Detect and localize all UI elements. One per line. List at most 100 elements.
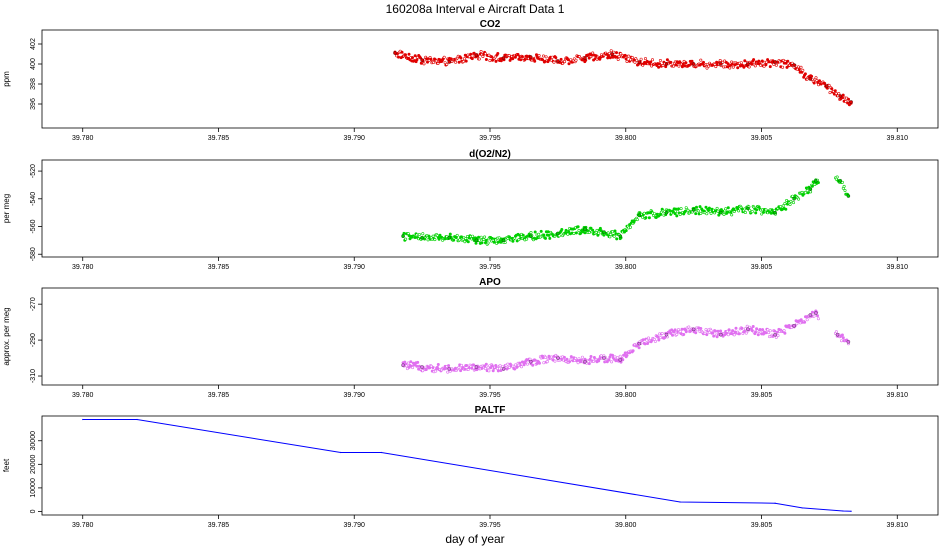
data-point: [637, 213, 642, 218]
scatter-point: [775, 330, 779, 334]
scatter-point: [433, 238, 437, 242]
data-point: [835, 332, 840, 337]
panel-title: APO: [479, 277, 501, 288]
scatter-point: [591, 228, 595, 232]
scatter-point: [752, 58, 756, 62]
scatter-point: [598, 357, 602, 361]
scatter-point: [678, 213, 682, 217]
data-point: [808, 187, 813, 191]
data-point: [664, 332, 669, 337]
data-point: [420, 235, 424, 240]
scatter-point: [799, 65, 803, 69]
scatter-point: [810, 310, 814, 314]
scatter-point: [633, 60, 637, 64]
scatter-point: [624, 229, 628, 233]
data-point: [691, 208, 696, 212]
scatter-point: [724, 207, 728, 211]
scatter-point: [846, 101, 850, 105]
scatter-point: [484, 57, 488, 61]
data-point: [746, 62, 750, 66]
plot-frame: [41, 159, 939, 258]
scatter-point: [699, 211, 703, 215]
scatter-point: [771, 334, 775, 338]
scatter-point: [553, 359, 557, 363]
scatter-point: [830, 87, 834, 91]
scatter-point: [459, 363, 463, 367]
scatter-point: [675, 332, 679, 336]
scatter-point: [606, 54, 610, 58]
panel-title: PALTF: [475, 405, 506, 416]
scatter-point: [704, 205, 708, 209]
scatter-point: [495, 366, 499, 370]
scatter-point: [680, 65, 684, 69]
scatter-point: [616, 57, 620, 61]
scatter-point: [676, 328, 680, 332]
data-point: [528, 359, 533, 364]
scatter-point: [701, 60, 705, 64]
y-tick-label: -580: [30, 247, 37, 261]
scatter-point: [750, 210, 754, 214]
scatter-point: [448, 232, 452, 236]
scatter-point: [801, 68, 805, 72]
scatter-point: [679, 207, 683, 211]
x-tick-label: 39.785: [208, 264, 230, 271]
scatter-point: [415, 364, 419, 368]
scatter-point: [437, 237, 441, 241]
scatter-point: [756, 333, 760, 337]
scatter-point: [637, 346, 641, 350]
scatter-point: [396, 55, 400, 59]
scatter-point: [447, 364, 451, 368]
y-tick-label: 30000: [30, 431, 37, 451]
scatter-point: [459, 369, 463, 373]
x-axis-label: day of year: [445, 532, 504, 546]
scatter-point: [477, 235, 481, 239]
scatter-point: [668, 209, 672, 213]
scatter-point: [812, 314, 816, 318]
scatter-point: [537, 361, 541, 365]
scatter-point: [587, 231, 591, 235]
scatter-point: [734, 326, 738, 330]
scatter-point: [567, 230, 571, 234]
scatter-point: [736, 66, 740, 70]
panel-co2: CO2 39.780 39.785 39.790 39.795 39.800 39.805 3…: [2, 19, 939, 142]
scatter-point: [677, 64, 681, 68]
scatter-point: [417, 364, 421, 368]
scatter-point: [559, 57, 563, 61]
scatter-point: [579, 231, 583, 235]
scatter-point: [477, 238, 481, 242]
panel-apo: APO 39.780 39.785 39.790 39.795 39.800 39.805 3…: [2, 277, 939, 399]
scatter-point: [842, 184, 846, 188]
scatter-point: [410, 56, 414, 60]
data-point: [850, 510, 852, 512]
scatter-point: [486, 241, 490, 245]
scatter-point: [465, 363, 469, 367]
scatter-point: [463, 367, 467, 371]
data-point: [808, 77, 813, 81]
scatter-point: [670, 333, 674, 337]
scatter-point: [609, 233, 613, 237]
scatter-point: [432, 60, 436, 64]
scatter-point: [628, 225, 632, 229]
scatter-point: [490, 55, 494, 59]
data-point: [814, 179, 818, 183]
scatter-point: [730, 213, 734, 217]
x-tick-label: 39.800: [615, 522, 637, 529]
data-point: [528, 55, 533, 59]
x-tick-label: 39.810: [887, 135, 909, 142]
y-axis-label: feet: [2, 458, 11, 472]
scatter-point: [459, 235, 463, 239]
data-point: [719, 210, 723, 215]
scatter-point: [721, 334, 725, 338]
scatter-point: [815, 314, 819, 318]
scatter-point: [743, 211, 747, 215]
scatter-point: [471, 234, 475, 238]
scatter-point: [623, 53, 627, 57]
scatter-point: [458, 238, 462, 242]
scatter-point: [560, 228, 564, 232]
scatter-point: [664, 65, 668, 69]
scatter-point: [580, 355, 584, 359]
scatter-point: [614, 51, 618, 55]
data-point: [774, 502, 776, 504]
panel-paltf: PALTF 39.780 39.785 39.790 39.795 39.800 39.80…: [2, 405, 939, 529]
